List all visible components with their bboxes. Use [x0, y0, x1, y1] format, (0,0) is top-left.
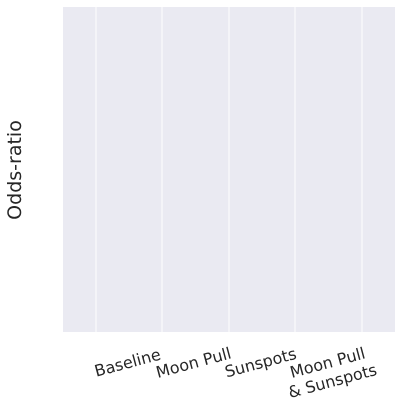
- x-gridlines: [95, 7, 363, 332]
- y-axis-label: Odds-ratio: [4, 120, 26, 220]
- x-tick-label-line: Baseline: [92, 345, 162, 381]
- x-tick-label: Moon Pull& Sunspots: [281, 342, 379, 402]
- x-tick-label-line: Moon Pull: [154, 344, 233, 382]
- x-tick-label: Baseline: [92, 345, 162, 381]
- x-tick-label: Moon Pull: [154, 344, 233, 382]
